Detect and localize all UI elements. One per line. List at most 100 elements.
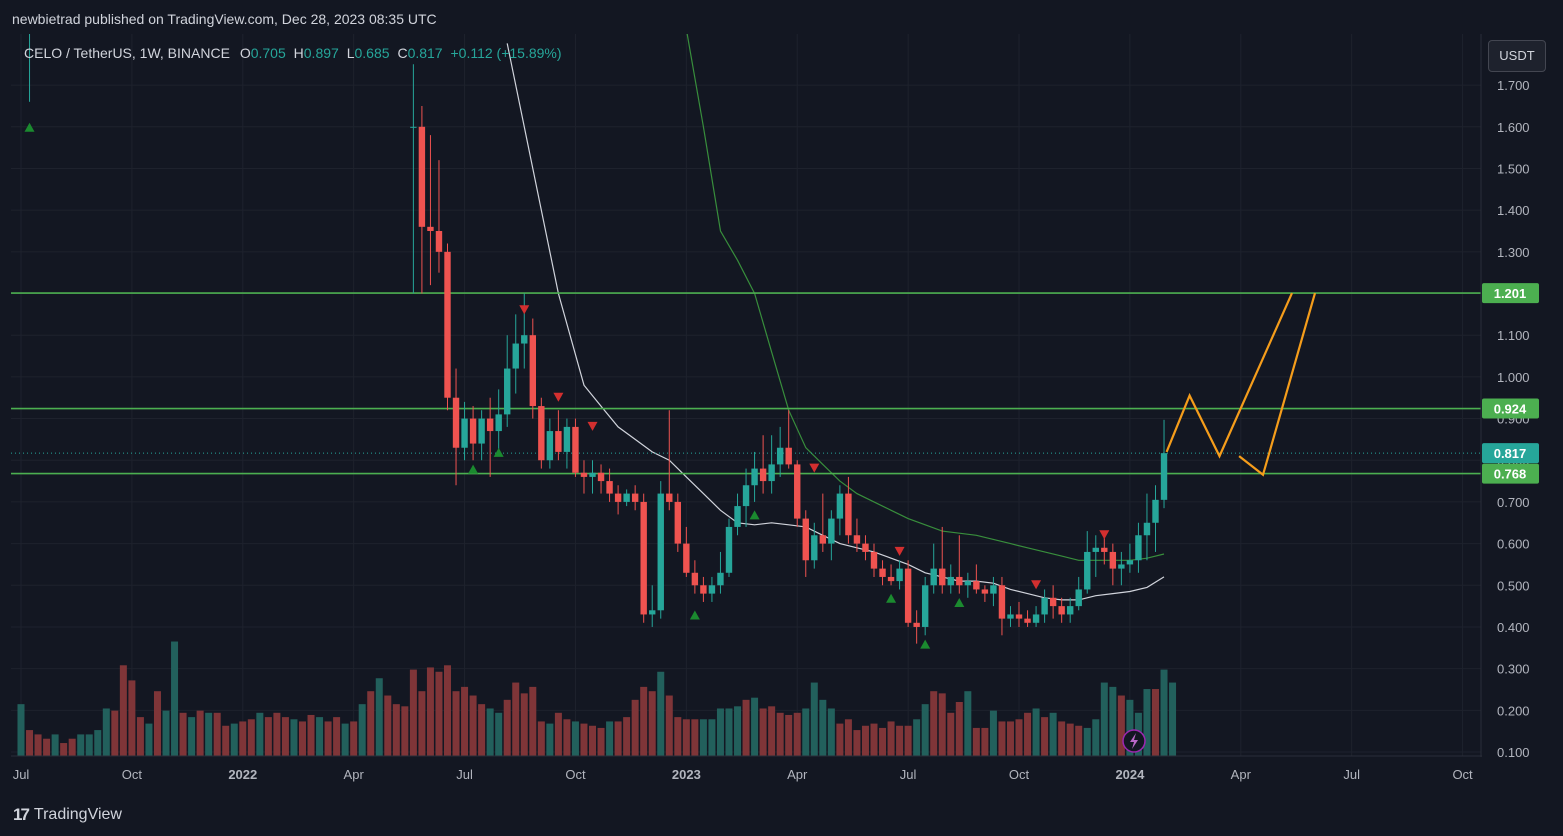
currency-unit-button[interactable]: USDT — [1488, 40, 1546, 72]
candle-body-11 — [504, 368, 511, 415]
volume-bar-53 — [469, 695, 477, 756]
volume-bar-117 — [1015, 719, 1023, 756]
price-tick-1: 0.200 — [1497, 703, 1530, 718]
volume-bar-31 — [281, 717, 289, 756]
volume-bar-83 — [725, 708, 733, 756]
volume-bar-28 — [256, 712, 264, 756]
price-tick-5: 0.600 — [1497, 537, 1530, 552]
time-tick-12: Jul — [1343, 767, 1360, 782]
volume-bar-56 — [495, 712, 503, 756]
signal-marker-9 — [886, 593, 897, 603]
level-price-label-0: 1.201 — [1494, 286, 1527, 301]
candle-body-16 — [546, 431, 554, 461]
volume-bar-70 — [614, 721, 622, 756]
volume-bar-89 — [776, 712, 784, 756]
volume-bar-71 — [623, 717, 631, 756]
volume-bar-62 — [546, 723, 554, 756]
volume-bar-73 — [640, 686, 648, 756]
volume-bar-95 — [827, 708, 835, 756]
price-tick-6: 0.700 — [1497, 495, 1530, 510]
candle-body-31 — [674, 501, 682, 544]
volume-bar-12 — [119, 665, 127, 756]
volume-bar-104 — [904, 725, 912, 756]
candle-body-60 — [921, 585, 929, 627]
volume-bar-74 — [648, 691, 656, 756]
volume-bar-114 — [989, 710, 997, 756]
time-tick-7: Apr — [787, 767, 808, 782]
candle-body-13 — [521, 335, 528, 344]
candle-body-41 — [759, 468, 767, 482]
candle-body-62 — [939, 568, 946, 586]
candle-body-18 — [563, 426, 571, 452]
volume-bar-49 — [435, 671, 443, 756]
candle-body-67 — [981, 589, 989, 594]
volume-bar-10 — [102, 708, 110, 756]
candle-body-39 — [742, 485, 750, 507]
volume-bar-54 — [478, 704, 486, 756]
volume-bar-25 — [230, 723, 238, 756]
candle-body-30 — [666, 493, 673, 502]
candle-body-4 — [444, 251, 451, 398]
candle-body-84 — [1126, 560, 1134, 565]
candle-body-61 — [930, 568, 937, 586]
candle-body-3 — [435, 231, 443, 252]
price-tick-2: 0.300 — [1497, 662, 1530, 677]
signal-marker-12 — [954, 597, 965, 607]
signal-marker-14 — [1099, 530, 1110, 540]
level-price-label-2: 0.768 — [1494, 467, 1527, 482]
volume-bar-123 — [1066, 723, 1074, 756]
projection-path-1 — [1238, 292, 1317, 477]
candle-body-55 — [879, 568, 886, 577]
candle-body-73 — [1032, 614, 1040, 623]
level-price-label-1-bg — [1482, 398, 1539, 419]
time-axis[interactable]: Jul Oct 2022 Apr Jul Oct 2023 Apr Jul Oct 2024 Apr J… — [11, 757, 1549, 792]
signal-marker-1 — [468, 464, 479, 474]
tradingview-brand: TradingView — [33, 806, 122, 823]
volume-bar-108 — [938, 693, 946, 756]
volume-bar-33 — [298, 721, 306, 756]
candle-body-35 — [708, 585, 716, 594]
candle-body-80 — [1092, 547, 1099, 552]
level-price-label-1: 0.924 — [1494, 402, 1527, 417]
chart-background — [11, 34, 1549, 792]
candle-body-48 — [819, 535, 827, 544]
alert-icon[interactable] — [1122, 729, 1146, 753]
volume-bar-50 — [444, 665, 451, 756]
volume-bar-30 — [273, 712, 281, 756]
candle-body-64 — [956, 576, 963, 586]
candle-body-24 — [614, 493, 622, 502]
volume-bar-65 — [571, 721, 579, 756]
volume-bar-11 — [111, 710, 119, 756]
volume-bar-26 — [239, 721, 247, 756]
candle-body-71 — [1015, 614, 1023, 619]
volume-bar-39 — [350, 721, 358, 756]
candle-body-23 — [606, 481, 613, 494]
volume-bar-101 — [879, 727, 887, 756]
volume-bar-8 — [85, 734, 93, 756]
candle-body-51 — [845, 493, 852, 536]
candle-body-70 — [1007, 614, 1014, 619]
candle-body-69 — [998, 585, 1006, 619]
volume-bar-1 — [26, 730, 34, 756]
time-tick-3: Apr — [344, 767, 365, 782]
signal-markers — [24, 122, 1110, 649]
change-value: +0.112 (+15.89%) — [450, 45, 562, 61]
projection-paths[interactable] — [1165, 292, 1317, 477]
symbol-name[interactable]: CELO / TetherUS, 1W, BINANCE — [24, 45, 230, 61]
volume-bar-79 — [691, 719, 699, 756]
volume-bar-14 — [136, 717, 144, 756]
volume-bar-42 — [375, 678, 383, 756]
volume-bar-27 — [247, 719, 255, 756]
volume-bar-24 — [222, 725, 230, 756]
candle-body-15 — [538, 406, 545, 461]
candle-body-32 — [683, 543, 690, 573]
time-tick-2: 2022 — [228, 767, 257, 782]
candle-body-57 — [896, 568, 903, 582]
tradingview-logo[interactable]: 17 TradingView — [13, 805, 122, 825]
candle-body-40 — [751, 468, 758, 486]
volume-bar-76 — [665, 695, 673, 756]
volume-bar-135 — [1169, 682, 1177, 756]
price-chart[interactable]: 0.1000.2000.3000.4000.5000.6000.7000.800… — [11, 34, 1549, 792]
candle-body-38 — [734, 506, 741, 527]
ma-fast-line — [506, 43, 1165, 601]
